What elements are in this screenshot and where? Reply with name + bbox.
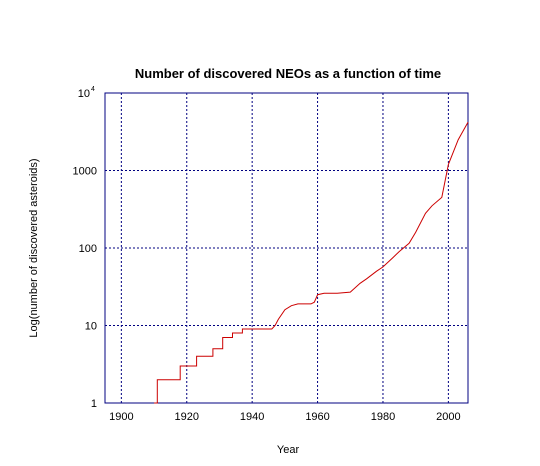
y-tick-exponent: 4 xyxy=(91,86,95,93)
y-tick-label: 10 xyxy=(85,321,97,333)
series-line-0 xyxy=(154,121,469,404)
x-axis-label: Year xyxy=(277,444,300,456)
grid xyxy=(105,93,468,403)
y-tick-label: 1 xyxy=(91,398,97,410)
x-tick-label: 1900 xyxy=(109,411,133,423)
y-axis-label: Log(number of discovered asteroids) xyxy=(28,158,40,337)
x-axis-ticks: 1900 1920 1940 1960 1980 2000 xyxy=(109,411,461,423)
y-tick-label: 10 xyxy=(78,88,90,100)
x-tick-label: 1940 xyxy=(240,411,264,423)
plot-area xyxy=(104,92,469,404)
x-tick-label: 1920 xyxy=(175,411,199,423)
x-tick-label: 2000 xyxy=(436,411,460,423)
y-tick-label: 100 xyxy=(79,243,97,255)
x-tick-label: 1980 xyxy=(371,411,395,423)
x-tick-label: 1960 xyxy=(305,411,329,423)
chart-title: Number of discovered NEOs as a function … xyxy=(135,66,441,81)
y-tick-label: 1000 xyxy=(73,166,97,178)
series-layer xyxy=(154,121,469,404)
